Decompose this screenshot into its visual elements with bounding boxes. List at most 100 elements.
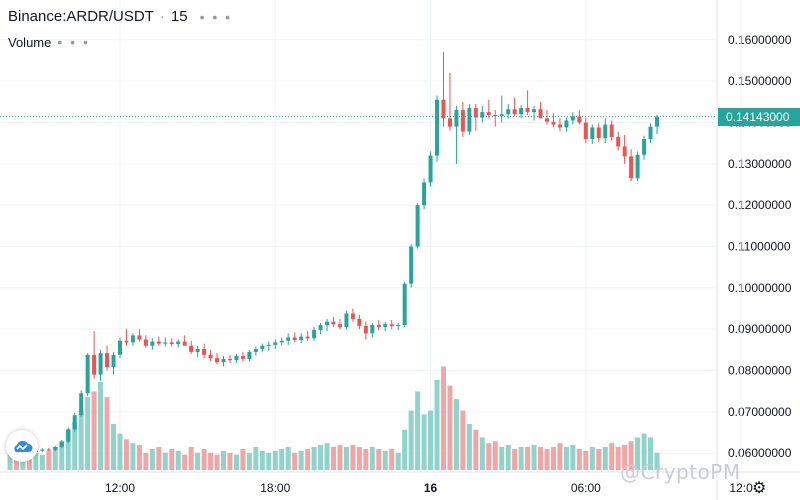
volume-bar bbox=[318, 445, 324, 470]
candle-body bbox=[454, 110, 459, 127]
volume-bar bbox=[641, 433, 647, 470]
candle-body bbox=[370, 325, 375, 334]
volume-bar bbox=[26, 456, 32, 470]
volume-bar bbox=[615, 447, 621, 470]
volume-bar bbox=[512, 448, 518, 470]
candle-body bbox=[124, 340, 129, 343]
current-price-badge: 0.14143000 bbox=[718, 107, 800, 126]
volume-bar bbox=[408, 410, 414, 470]
candle-body bbox=[538, 109, 543, 119]
volume-bar bbox=[525, 447, 531, 470]
volume-bar bbox=[434, 379, 440, 470]
volume-bar bbox=[583, 450, 589, 470]
candle-body bbox=[273, 342, 278, 345]
volume-bar bbox=[130, 443, 136, 470]
volume-bar bbox=[492, 441, 498, 470]
volume-bar bbox=[596, 448, 602, 470]
candle-body bbox=[545, 118, 550, 122]
candle-body bbox=[629, 156, 634, 179]
candle-body bbox=[117, 340, 122, 355]
volume-bar bbox=[486, 443, 492, 470]
volume-bar bbox=[91, 391, 97, 470]
volume-bar bbox=[169, 448, 175, 470]
volume-bar bbox=[98, 381, 104, 470]
candle-body bbox=[40, 449, 45, 451]
candle-body bbox=[137, 335, 142, 340]
more-options-icon[interactable]: • • • bbox=[199, 8, 233, 25]
volume-bar bbox=[628, 441, 634, 470]
volume-bar bbox=[33, 452, 39, 470]
volume-bar bbox=[46, 450, 52, 470]
candle-body bbox=[564, 120, 569, 128]
volume-bar bbox=[305, 448, 311, 470]
candle-body bbox=[79, 393, 84, 416]
volume-label: Volume bbox=[8, 34, 52, 50]
volume-bar bbox=[550, 447, 556, 470]
volume-bar bbox=[466, 424, 472, 470]
volume-bar bbox=[415, 391, 421, 470]
volume-bar bbox=[563, 447, 569, 470]
candle-body bbox=[512, 109, 517, 115]
volume-bar bbox=[557, 443, 563, 470]
candle-body bbox=[648, 126, 653, 140]
volume-options-icon[interactable]: • • • bbox=[57, 34, 90, 50]
y-tick-label: 0.06000000 bbox=[728, 446, 792, 460]
candle-body bbox=[422, 182, 427, 206]
candle-body bbox=[499, 114, 504, 117]
volume-bar bbox=[369, 447, 375, 470]
candle-body bbox=[409, 246, 414, 284]
candle-body bbox=[506, 109, 511, 115]
volume-bar bbox=[20, 454, 26, 470]
candle-body bbox=[331, 321, 336, 325]
candle-body bbox=[389, 324, 394, 326]
volume-bar bbox=[39, 454, 45, 470]
candle-body bbox=[590, 127, 595, 140]
volume-legend: Volume • • • bbox=[8, 34, 90, 50]
volume-bar bbox=[123, 439, 129, 470]
volume-bar bbox=[311, 447, 317, 470]
volume-bar bbox=[402, 429, 408, 470]
volume-bar bbox=[85, 397, 91, 470]
volume-bar bbox=[460, 410, 466, 470]
y-tick-label: 0.08000000 bbox=[728, 364, 792, 378]
volume-bar bbox=[285, 447, 291, 470]
candle-body bbox=[344, 313, 349, 328]
volume-bar bbox=[343, 447, 349, 470]
volume-bar bbox=[279, 448, 285, 470]
candle-body bbox=[92, 354, 97, 375]
candle-body bbox=[111, 354, 116, 368]
candle-body bbox=[234, 356, 239, 361]
volume-bar bbox=[201, 448, 207, 470]
volume-bar bbox=[188, 447, 194, 470]
volume-bar bbox=[531, 445, 537, 470]
symbol-label: Binance:ARDR/USDT bbox=[8, 8, 154, 25]
volume-bar bbox=[266, 452, 272, 470]
candle-body bbox=[163, 342, 168, 344]
volume-bar bbox=[162, 452, 168, 470]
candle-body bbox=[557, 124, 562, 128]
candle-body bbox=[551, 121, 556, 125]
candle-body bbox=[150, 341, 155, 346]
candle-body bbox=[286, 337, 291, 341]
volume-bar bbox=[227, 452, 233, 470]
candle-body bbox=[532, 109, 537, 113]
volume-bar bbox=[356, 447, 362, 470]
volume-bar bbox=[59, 441, 65, 470]
candle-body bbox=[202, 349, 207, 355]
volume-bar bbox=[324, 443, 330, 470]
volume-bar bbox=[65, 429, 71, 470]
volume-bar bbox=[253, 447, 259, 470]
candle-body bbox=[312, 330, 317, 339]
volume-bar bbox=[143, 452, 149, 470]
x-tick-label: 12:0 bbox=[729, 481, 753, 495]
candle-body bbox=[53, 446, 58, 450]
candle-body bbox=[480, 112, 485, 118]
tradingview-cloud-icon[interactable] bbox=[6, 430, 38, 462]
x-tick-label: 18:00 bbox=[260, 481, 290, 495]
candle-body bbox=[227, 358, 232, 361]
volume-bar bbox=[479, 437, 485, 470]
gear-icon[interactable]: ⚙ bbox=[752, 480, 767, 497]
candle-body bbox=[460, 110, 465, 132]
